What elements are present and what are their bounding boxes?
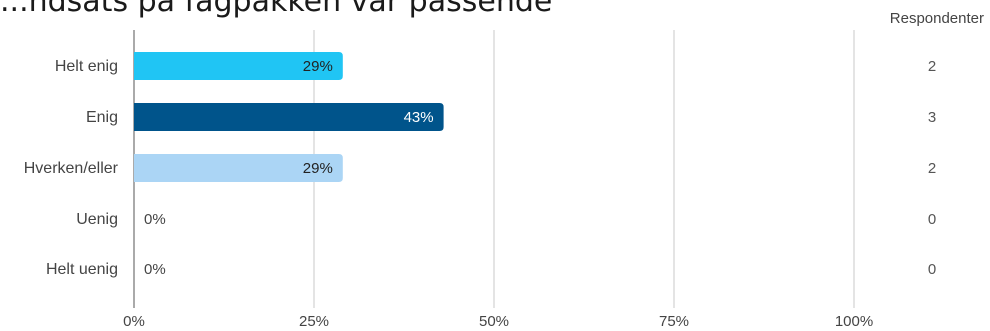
bar-enig: [134, 103, 444, 131]
data-label: 29%: [303, 58, 333, 75]
category-label: Helt enig: [55, 58, 118, 75]
data-label: 43%: [404, 109, 434, 126]
respondent-count: 0: [928, 261, 936, 278]
respondent-count: 2: [928, 160, 936, 177]
category-label: Uenig: [76, 211, 118, 228]
respondent-count: 2: [928, 58, 936, 75]
respondents-header: Respondenter: [889, 10, 984, 27]
x-tick-label: 75%: [659, 313, 689, 330]
x-tick-label: 100%: [835, 313, 873, 330]
x-tick-label: 0%: [123, 313, 145, 330]
respondent-count: 0: [928, 211, 936, 228]
x-tick-label: 25%: [299, 313, 329, 330]
chart-title: ...ndsats på fagpakken var passende: [0, 0, 553, 19]
bar-helt-enig: [134, 52, 343, 80]
data-label: 29%: [303, 160, 333, 177]
data-label: 0%: [144, 261, 166, 278]
category-label: Helt uenig: [46, 261, 118, 278]
category-label: Enig: [86, 109, 118, 126]
respondent-count: 3: [928, 109, 936, 126]
data-label: 0%: [144, 211, 166, 228]
x-tick-label: 50%: [479, 313, 509, 330]
category-label: Hverken/eller: [24, 160, 119, 177]
bar-hverken-eller: [134, 154, 343, 182]
